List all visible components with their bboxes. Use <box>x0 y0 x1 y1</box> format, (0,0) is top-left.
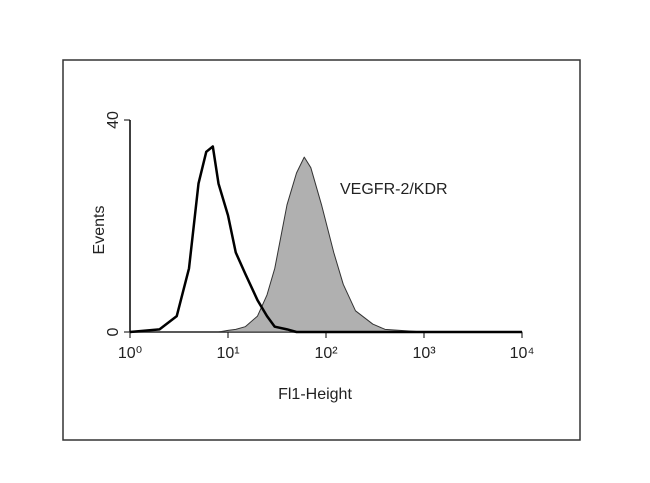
x-tick-label: 10² <box>314 345 338 362</box>
x-axis-label: Fl1-Height <box>278 386 352 403</box>
annotation: VEGFR-2/KDR <box>340 181 448 198</box>
x-tick-label: 10⁴ <box>510 345 535 362</box>
x-tick-label: 10⁰ <box>118 345 142 362</box>
y-tick-label: 0 <box>105 327 122 336</box>
x-tick-label: 10¹ <box>216 345 239 362</box>
y-tick-label: 40 <box>105 111 122 129</box>
frame <box>62 59 581 441</box>
y-axis-label: Events <box>91 206 108 255</box>
area <box>129 156 523 333</box>
line <box>129 145 522 334</box>
x-tick-label: 10³ <box>412 345 436 362</box>
